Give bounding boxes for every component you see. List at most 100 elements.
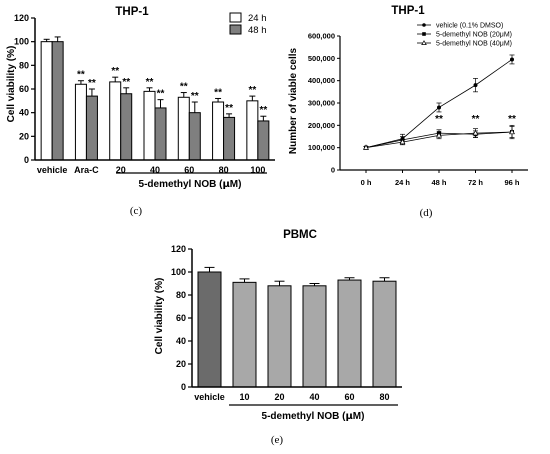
- legend-marker-vehicle: [422, 23, 426, 27]
- y-tick-label: 120: [171, 244, 186, 254]
- bar: [120, 93, 133, 161]
- panel-c-title: THP-1: [115, 6, 149, 18]
- x-tick-label: 60: [184, 165, 194, 175]
- bar: [40, 41, 53, 161]
- significance-mark: **: [508, 114, 516, 125]
- y-tick-label: 60: [176, 313, 186, 323]
- panel-c-x-ticks: vehicle Ara-C 20 40 60 80 100: [37, 165, 265, 175]
- significance-mark: **: [225, 103, 233, 114]
- panel-c-xlabel: 5-demethyl NOB (μM): [139, 179, 242, 190]
- significance-mark: **: [214, 87, 222, 98]
- x-tick-label: 48 h: [431, 178, 446, 187]
- x-tick-label: 10: [239, 392, 249, 402]
- y-tick-label: 100,000: [308, 143, 335, 152]
- bar: [177, 96, 190, 161]
- panel-e-bars: [197, 266, 397, 388]
- y-tick-label: 60: [19, 84, 29, 94]
- panel-e-ylabel: Cell viability (%): [154, 278, 165, 355]
- legend-label-48h: 48 h: [248, 25, 267, 36]
- legend-marker-40um: [421, 40, 427, 45]
- bar: [337, 279, 362, 388]
- panel-c-ylabel: Cell viability (%): [6, 46, 17, 123]
- panel-e-y-ticks: 0 20 40 60 80 100 120: [171, 244, 192, 392]
- panel-c-y-ticks: 0 20 40 60 80 100 120: [14, 13, 35, 165]
- significance-mark: **: [180, 82, 188, 93]
- panel-d-ylabel: Number of viable cells: [288, 47, 299, 154]
- y-tick-label: 100: [171, 267, 186, 277]
- panel-e-chart: PBMC Cell viability (%) 020406080100120 …: [154, 229, 402, 446]
- x-tick-label: vehicle: [37, 165, 68, 175]
- significance-mark: **: [472, 114, 480, 125]
- bar: [51, 41, 64, 161]
- x-tick-label: 40: [150, 165, 160, 175]
- y-tick-label: 100: [14, 37, 29, 47]
- bar: [232, 281, 257, 388]
- data-point-vehicle: [473, 83, 478, 88]
- x-tick-label: 20: [274, 392, 284, 402]
- bar: [257, 120, 270, 161]
- legend-swatch-24h: [229, 12, 242, 23]
- bar: [267, 285, 292, 388]
- bar: [302, 285, 327, 388]
- data-point-40um: [472, 129, 479, 136]
- y-tick-label: 120: [14, 13, 29, 23]
- data-point-40um: [509, 128, 515, 135]
- legend-label-40um: 5-demethyl NOB (40μM): [436, 41, 512, 48]
- x-tick-label: 20: [116, 165, 126, 175]
- significance-mark: **: [259, 105, 267, 116]
- legend-label-20um: 5-demethyl NOB (20μM): [436, 32, 512, 39]
- y-tick-label: 20: [19, 131, 29, 141]
- x-tick-label: 80: [219, 165, 229, 175]
- y-tick-label: 0: [331, 166, 335, 175]
- x-tick-label: 80: [379, 392, 389, 402]
- x-tick-label: Ara-C: [74, 165, 99, 175]
- significance-mark: **: [122, 77, 130, 88]
- significance-mark: **: [88, 78, 96, 89]
- panel-c-chart: THP-1 Cell viability (%) 0 20 40 60 80 100 120…: [6, 6, 275, 217]
- data-point-40um: [399, 138, 406, 145]
- x-tick-label: 72 h: [468, 178, 483, 187]
- panel-d-x-ticks: 0 h 24 h 48 h 72 h 96 h: [361, 170, 520, 187]
- panel-d-chart: THP-1 Number of viable cells 0 100,000 200…: [288, 5, 528, 219]
- bar: [188, 112, 201, 161]
- bar: [74, 83, 87, 161]
- x-tick-label: 96 h: [504, 178, 519, 187]
- significance-mark: **: [77, 70, 85, 81]
- x-tick-label: 0 h: [361, 178, 372, 187]
- bar: [154, 107, 167, 161]
- y-tick-label: 40: [19, 108, 29, 118]
- x-tick-label: 24 h: [395, 178, 410, 187]
- y-tick-label: 200,000: [308, 121, 335, 130]
- y-tick-label: 600,000: [308, 32, 335, 41]
- panel-d-significance: ** ** **: [435, 114, 516, 125]
- panel-e-xlabel: 5-demethyl NOB (μM): [262, 411, 365, 422]
- significance-mark: **: [435, 114, 443, 125]
- panel-d-y-ticks: 0 100,000 200,000 300,000 400,000 500,000 600,…: [308, 32, 340, 175]
- data-point-vehicle: [437, 105, 441, 110]
- x-tick-label: vehicle: [194, 392, 225, 402]
- panel-d-title: THP-1: [391, 5, 425, 17]
- panel-c-bars: ******** ******** ********: [40, 36, 270, 161]
- bar: [85, 95, 98, 161]
- y-tick-label: 0: [24, 155, 29, 165]
- y-tick-label: 500,000: [308, 54, 335, 63]
- y-tick-label: 80: [176, 290, 186, 300]
- bar: [372, 280, 397, 388]
- bar: [197, 271, 222, 388]
- panel-label-e: (e): [271, 434, 284, 446]
- significance-mark: **: [157, 89, 165, 100]
- y-tick-label: 40: [176, 336, 186, 346]
- panel-label-c: (c): [130, 205, 143, 217]
- data-point-vehicle: [510, 57, 514, 62]
- significance-mark: **: [191, 91, 199, 102]
- legend-label-vehicle: vehicle (0.1% DMSO): [436, 23, 503, 30]
- panel-label-d: (d): [420, 207, 433, 219]
- legend-swatch-48h: [229, 24, 242, 35]
- y-tick-label: 80: [19, 60, 29, 70]
- panel-d-legend: vehicle (0.1% DMSO) 5-demethyl NOB (20μM…: [417, 23, 512, 48]
- bar: [246, 100, 259, 161]
- legend-marker-20um: [422, 32, 426, 36]
- bar: [212, 101, 225, 161]
- bar: [143, 90, 156, 161]
